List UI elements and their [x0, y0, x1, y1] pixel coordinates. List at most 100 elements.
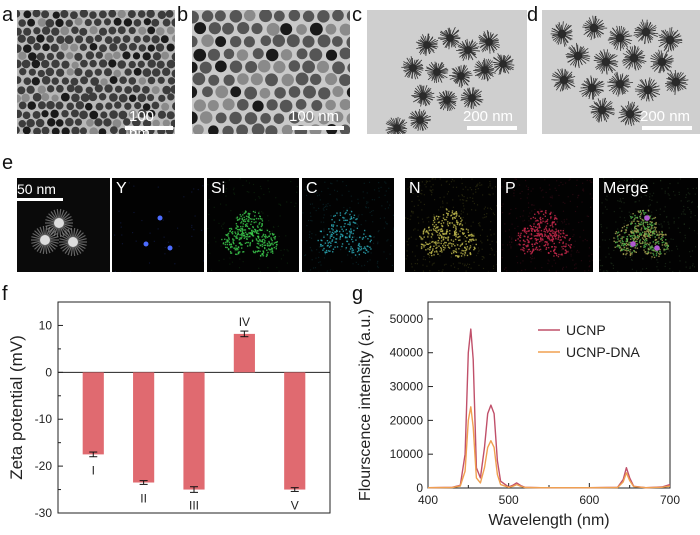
y-tick-label: 20000: [390, 413, 424, 427]
nanoparticle: [71, 93, 80, 103]
nanoparticle: [41, 26, 51, 35]
nanoparticle: [74, 17, 83, 26]
nanoparticle: [316, 60, 330, 74]
map-c-svg: [302, 180, 394, 272]
nanoparticle: [84, 102, 93, 111]
y-signal: [143, 241, 149, 247]
nanoparticle: [260, 113, 271, 124]
panel-label-b: b: [177, 4, 189, 26]
nanoparticle: [151, 35, 160, 44]
nanoparticle: [309, 48, 323, 62]
nanoparticle: [70, 43, 79, 52]
nanoparticle: [70, 109, 79, 118]
nanoparticle: [46, 85, 55, 93]
nanoparticle: [192, 61, 198, 73]
nanoparticle: [142, 52, 151, 61]
nanoparticle: [84, 69, 93, 78]
merge-signal: [644, 215, 650, 221]
urchin-particle: [415, 33, 439, 56]
nanoparticle: [257, 59, 271, 73]
nanoparticle: [117, 10, 126, 19]
nanoparticle: [17, 10, 21, 18]
nanoparticle: [237, 22, 250, 35]
nanoparticle: [339, 98, 350, 111]
nanoparticle: [17, 44, 22, 53]
nanoparticle: [229, 10, 243, 23]
nanoparticle: [147, 76, 156, 85]
merge-signal: [630, 241, 636, 247]
nanoparticle: [118, 93, 128, 103]
tem-image-d: 200 nm: [542, 10, 700, 134]
nanoparticle: [142, 86, 150, 94]
legend-label: UCNP: [566, 322, 606, 338]
nanoparticle: [208, 74, 220, 86]
urchin-particle: [565, 42, 591, 69]
nanoparticle: [80, 93, 90, 102]
nanoparticle: [51, 27, 60, 36]
nanoparticle: [33, 27, 41, 35]
mapping-p: P: [501, 178, 593, 272]
urchin-particle: [408, 109, 431, 131]
nanoparticle: [166, 59, 175, 69]
nanoparticle: [50, 109, 59, 119]
mapping-si: Si: [207, 178, 299, 272]
bar-category-label: IV: [239, 315, 250, 329]
tem-image-c: 200 nm: [367, 10, 527, 134]
nanoparticle: [113, 17, 122, 26]
nanoparticle: [192, 35, 198, 48]
nanoparticle: [265, 48, 279, 62]
nanoparticle: [252, 48, 264, 60]
nanoparticle: [117, 60, 127, 69]
nanoparticle: [325, 99, 336, 111]
urchin-particle: [473, 58, 496, 82]
nanoparticle: [89, 26, 98, 35]
nanoparticle: [64, 35, 74, 45]
nanoparticle: [23, 27, 32, 36]
nanoparticle: [17, 109, 23, 119]
nanoparticle: [309, 22, 323, 36]
nanoparticle: [318, 112, 330, 125]
scale-text-a: 100 nm: [129, 108, 155, 134]
nanoparticle: [65, 19, 73, 27]
nanoparticle: [229, 60, 243, 73]
nanoparticle: [123, 118, 131, 126]
nanoparticle: [346, 87, 350, 98]
nanoparticle: [199, 111, 213, 124]
nanoparticle: [151, 101, 160, 110]
nanoparticle: [98, 10, 107, 19]
bar: [183, 372, 205, 490]
nanoparticle: [118, 128, 127, 134]
nanoparticle: [70, 77, 79, 86]
nanoparticle: [161, 51, 170, 60]
panel-label-e: e: [2, 152, 14, 174]
nanoparticle: [194, 22, 207, 35]
nanoparticle: [55, 119, 64, 127]
y-tick-label: 10: [39, 318, 53, 332]
nanoparticle: [192, 85, 198, 99]
nanoparticle: [339, 47, 350, 60]
urchin-particle: [478, 29, 500, 54]
nanoparticle: [237, 73, 249, 85]
nanoparticle: [71, 126, 80, 134]
nanoparticle: [151, 18, 160, 27]
nanoparticle: [166, 26, 175, 35]
nanoparticle: [147, 59, 156, 68]
nanoparticle: [332, 36, 343, 47]
mapping-label-p: P: [505, 180, 516, 197]
nanoparticle: [80, 59, 88, 68]
nanoparticle: [37, 85, 46, 94]
nanoparticle: [119, 43, 128, 52]
nanoparticle: [109, 43, 118, 52]
nanoparticle: [137, 93, 147, 103]
nanoparticle: [273, 10, 285, 22]
urchin-particle: [425, 61, 449, 83]
nanoparticle: [317, 10, 330, 23]
nanoparticle: [250, 73, 263, 86]
nanoparticle: [42, 43, 50, 52]
nanoparticle: [288, 111, 301, 124]
series-line: [427, 406, 671, 489]
nanoparticle: [171, 18, 175, 27]
nanoparticle: [74, 118, 83, 126]
nanoparticle: [17, 86, 26, 95]
nanoparticle: [325, 73, 338, 86]
